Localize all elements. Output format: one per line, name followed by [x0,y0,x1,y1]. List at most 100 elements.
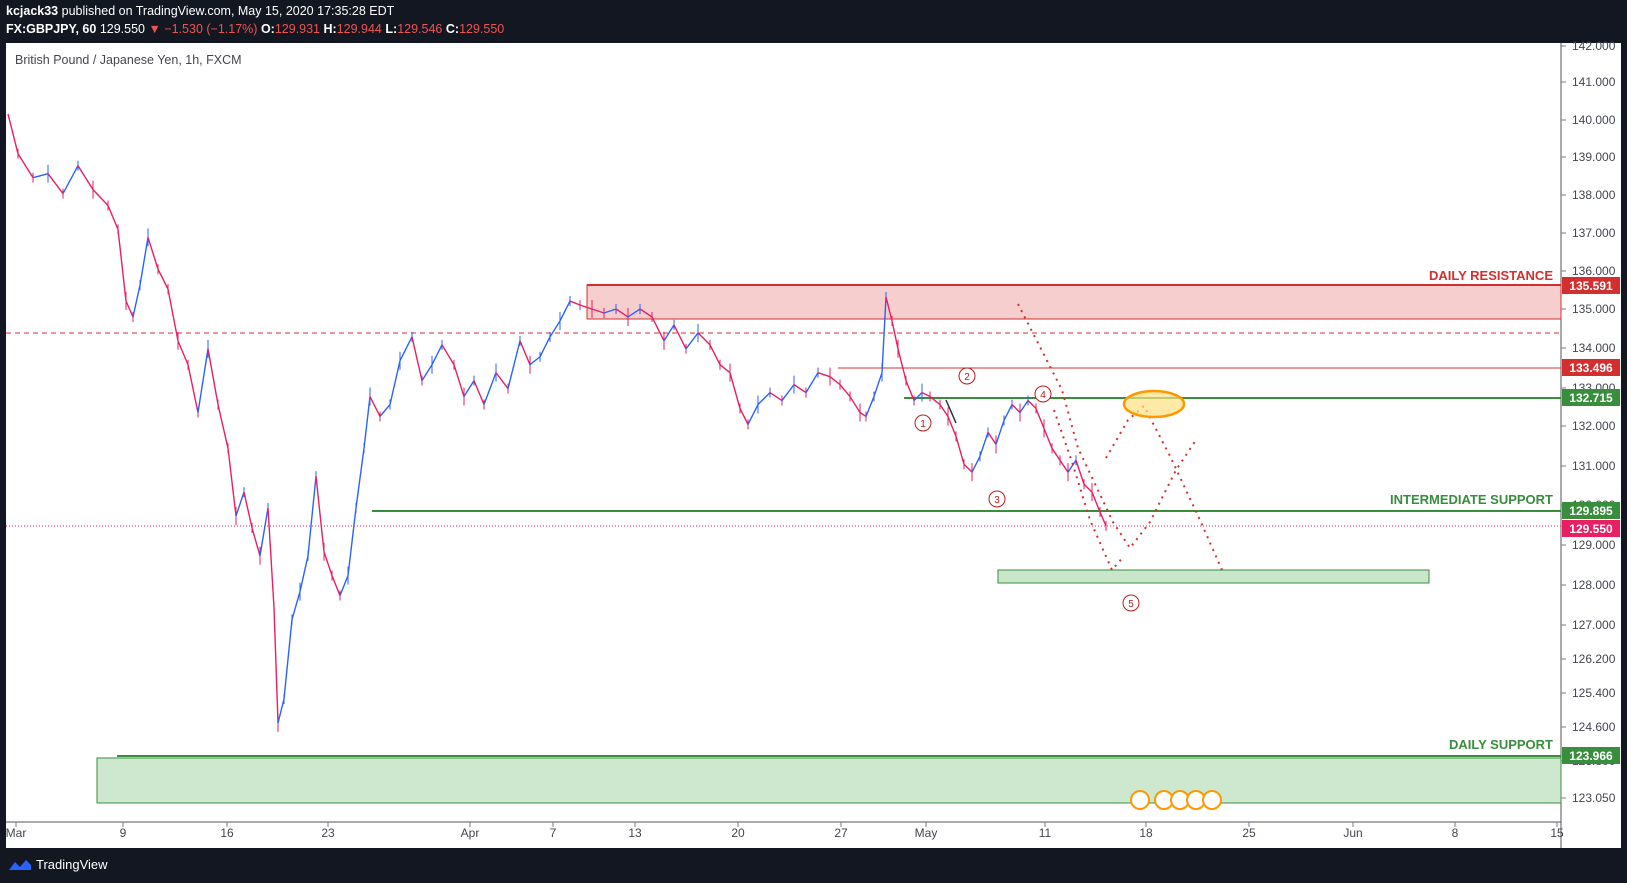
price-segment [1059,459,1069,473]
price-tick-label: 137.000 [1572,226,1616,240]
price-segment [995,420,1005,445]
price-segment [47,173,64,195]
price-segment [315,476,325,552]
price-tick-label: 136.000 [1572,264,1616,278]
wave-label-2[interactable]: 2 [958,367,976,385]
price-segment [32,173,49,179]
svg-text:123.966: 123.966 [1569,749,1613,763]
price-segment [829,376,841,386]
close-value: 129.550 [459,22,505,36]
time-axis[interactable]: Mar 9 16 23 Apr 7 13 20 27 May 11 18 25 Jun 8 15 [6,822,1564,840]
price-segment [1035,408,1045,429]
price-segment [267,507,275,608]
price-segment [347,507,357,576]
intermediate-support-price-tag: 129.895 [1562,502,1620,519]
price-segment [1019,400,1029,413]
price-tick-label: 127.000 [1572,618,1616,632]
close-label: C: [445,22,460,36]
price-segment [885,296,893,322]
time-tick-label: Mar [6,826,27,840]
price-segment [147,237,159,270]
wave-label-1[interactable]: 1 [914,414,932,432]
retest-highlight-ellipse[interactable] [1122,389,1186,419]
price-segment [463,380,475,397]
chart-header: kcjack33 published on TradingView.com, M… [0,0,1627,43]
price-segment [549,320,561,338]
price-tick-label: 126.200 [1572,652,1616,666]
price-tick-label: 138.000 [1572,188,1616,202]
price-axis[interactable]: 142.000 141.000 140.000 139.000 138.000 137.0… [1561,39,1616,805]
tradingview-logo[interactable]: TradingView [8,857,108,872]
price-change: ▼ −1.530 (−1.17%) [148,22,258,36]
price-segment [259,507,269,556]
price-segment [673,324,687,350]
price-segment [139,237,149,286]
price-segment [639,308,653,318]
price-segment [283,619,293,700]
svg-text:1: 1 [920,419,926,430]
price-tick-label: 124.600 [1572,720,1616,734]
price-segment [1067,459,1077,473]
open-value: 129.931 [274,22,321,36]
price-segment [905,380,915,401]
price-segment [7,113,19,154]
published-text: published on TradingView.com, May 15, 20… [61,4,395,18]
price-segment [739,408,749,425]
time-tick-label: May [915,826,938,840]
price-segment [1011,404,1021,413]
time-tick-label: 16 [220,826,234,840]
svg-text:129.550: 129.550 [1569,522,1613,536]
price-segment [569,300,581,306]
price-segment [685,332,699,350]
svg-text:129.895: 129.895 [1569,504,1613,518]
high-value: 129.944 [336,22,382,36]
price-tick-label: 141.000 [1572,75,1616,89]
price-segment [399,336,413,362]
price-segment [453,364,465,397]
price-segment [17,153,34,179]
price-segment [441,344,455,366]
wave-label-3[interactable]: 3 [988,490,1006,508]
wave-label-4[interactable]: 4 [1034,385,1052,403]
price-segment [217,404,229,449]
price-segment [363,396,371,449]
price-segment [431,344,443,366]
price-tick-label: 128.000 [1572,578,1616,592]
daily-support-zone[interactable] [96,757,1562,804]
price-segment [483,372,497,405]
price-segment [507,340,521,389]
target-zone[interactable] [997,569,1430,584]
svg-text:4: 4 [1040,390,1046,401]
price-segment [627,308,641,318]
price-segment [331,575,341,596]
svg-text:5: 5 [1128,599,1134,610]
price-segment [355,448,365,509]
svg-text:132.715: 132.715 [1569,391,1613,405]
current-price-tag: 129.550 [1562,520,1620,537]
price-segment [323,551,333,576]
price-segment [817,372,831,378]
price-segment [519,340,531,365]
last-price: 129.550 [99,22,145,36]
price-segment [651,316,665,342]
price-segment [389,360,401,405]
resistance-zone[interactable] [586,284,1562,320]
chart-canvas[interactable] [6,43,1621,848]
price-segment [227,448,237,517]
time-tick-label: 25 [1242,826,1256,840]
chart-title: British Pound / Japanese Yen, 1h, FXCM [15,53,242,67]
time-tick-label: 7 [550,826,557,840]
economic-events-icons[interactable] [1130,790,1222,810]
wave-label-5[interactable]: 5 [1122,594,1140,612]
publisher-name[interactable]: kcjack33 [6,4,59,18]
price-segment [921,391,931,398]
svg-text:3: 3 [994,495,1000,506]
price-segment [979,432,989,457]
price-segment [125,300,134,318]
low-value: 129.546 [397,22,443,36]
price-segment [77,165,94,190]
time-tick-label: 20 [731,826,745,840]
symbol-ohlc-line: FX:GBPJPY, 60 129.550 ▼ −1.530 (−1.17%) … [6,22,504,36]
price-segment [881,297,887,373]
